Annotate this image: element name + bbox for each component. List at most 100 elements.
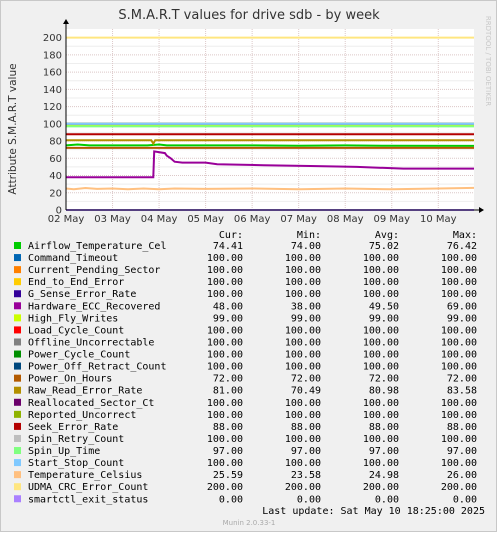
series-line-raw-read-error-rate (66, 139, 474, 146)
x-tick-label: 10 May (420, 214, 457, 225)
plot-area: 0 20 40 60 80 100 120 140 160 180 200 02 May 03 May 0… (43, 19, 484, 225)
series-line-temperature-celsius (65, 186, 475, 191)
legend-swatch-temperature-celsius (14, 471, 21, 479)
legend-avg-raw-read-error-rate: 80.98 (369, 386, 399, 397)
legend-name-high-fly-writes: High_Fly_Writes (28, 313, 118, 324)
series-line-hardware-ecc-recovered (66, 150, 474, 179)
x-tick-label: 03 May (94, 214, 131, 225)
x-tick-label: 04 May (141, 214, 178, 225)
y-tick-label: 180 (43, 50, 62, 61)
legend-min-power-off-retract-count: 100.00 (285, 362, 321, 373)
y-tick-label: 200 (43, 33, 62, 44)
legend-avg-spin-retry-count: 100.00 (363, 434, 399, 445)
legend-cur-power-on-hours: 72.00 (213, 374, 243, 385)
legend-avg-power-cycle-count: 100.00 (363, 350, 399, 361)
legend-swatch-spin-up-time (14, 447, 21, 455)
legend-min-spin-retry-count: 100.00 (285, 434, 321, 445)
x-tick-label: 09 May (373, 214, 410, 225)
legend-swatch-smartctl-exit-status (14, 495, 21, 503)
x-tick-label: 06 May (234, 214, 271, 225)
legend-swatch-reallocated-sector-ct (14, 398, 21, 406)
munin-version: Munin 2.0.33-1 (223, 519, 276, 527)
legend-avg-power-off-retract-count: 100.00 (363, 362, 399, 373)
legend-cur-raw-read-error-rate: 81.00 (213, 386, 243, 397)
legend-max-end-to-end-error: 100.00 (441, 277, 477, 288)
legend-name-spin-retry-count: Spin_Retry_Count (28, 434, 124, 445)
legend-min-offline-uncorrectable: 100.00 (285, 337, 321, 348)
legend-cur-udma-crc-error-count: 200.00 (207, 482, 243, 493)
legend-swatch-raw-read-error-rate (14, 386, 21, 394)
legend-avg-hardware-ecc-recovered: 49.50 (369, 301, 399, 312)
legend-header: Avg: (375, 230, 399, 241)
legend-min-airflow-temperature-cel: 74.00 (291, 241, 321, 252)
legend-cur-current-pending-sector: 100.00 (207, 265, 243, 276)
legend-min-start-stop-count: 100.00 (285, 458, 321, 469)
legend-name-temperature-celsius: Temperature_Celsius (28, 470, 142, 481)
legend-max-reallocated-sector-ct: 100.00 (441, 398, 477, 409)
legend-max-g-sense-error-rate: 100.00 (441, 289, 477, 300)
legend-name-seek-error-rate: Seek_Error_Rate (28, 422, 118, 433)
x-tick-label: 08 May (327, 214, 364, 225)
y-tick-label: 140 (43, 85, 62, 96)
legend-swatch-offline-uncorrectable (14, 338, 21, 346)
legend-name-spin-up-time: Spin_Up_Time (28, 446, 100, 457)
x-tick-label: 02 May (48, 214, 85, 225)
legend-cur-high-fly-writes: 99.00 (213, 313, 243, 324)
legend-name-power-cycle-count: Power_Cycle_Count (28, 350, 130, 361)
legend-name-raw-read-error-rate: Raw_Read_Error_Rate (28, 386, 142, 397)
legend-avg-start-stop-count: 100.00 (363, 458, 399, 469)
legend-avg-temperature-celsius: 24.98 (369, 470, 399, 481)
legend-name-power-off-retract-count: Power_Off_Retract_Count (28, 362, 166, 373)
plot-background (66, 29, 474, 210)
legend-max-load-cycle-count: 100.00 (441, 325, 477, 336)
legend-min-raw-read-error-rate: 70.49 (291, 386, 321, 397)
legend-name-udma-crc-error-count: UDMA_CRC_Error_Count (28, 482, 148, 493)
x-tick-label: 07 May (280, 214, 317, 225)
legend-name-offline-uncorrectable: Offline_Uncorrectable (28, 337, 154, 348)
legend-max-high-fly-writes: 99.00 (447, 313, 477, 324)
legend-cur-g-sense-error-rate: 100.00 (207, 289, 243, 300)
legend-swatch-command-timeout (14, 254, 21, 262)
y-axis-label: Attribute S.M.A.R.T value (7, 63, 19, 194)
legend-swatch-seek-error-rate (14, 422, 21, 430)
legend-avg-command-timeout: 100.00 (363, 253, 399, 264)
legend-max-temperature-celsius: 26.00 (447, 470, 477, 481)
legend-swatch-power-off-retract-count (14, 362, 21, 370)
legend-min-seek-error-rate: 88.00 (291, 422, 321, 433)
legend-name-power-on-hours: Power_On_Hours (28, 374, 112, 385)
legend-min-g-sense-error-rate: 100.00 (285, 289, 321, 300)
legend-min-reallocated-sector-ct: 100.00 (285, 398, 321, 409)
legend-name-start-stop-count: Start_Stop_Count (28, 458, 124, 469)
legend-name-g-sense-error-rate: G_Sense_Error_Rate (28, 289, 136, 300)
legend-avg-end-to-end-error: 100.00 (363, 277, 399, 288)
legend-swatch-load-cycle-count (14, 326, 21, 334)
legend: Cur: Min: Avg: Max: Airflow_Temperature_Cel 7… (14, 230, 477, 505)
legend-swatch-spin-retry-count (14, 434, 21, 442)
legend-min-power-cycle-count: 100.00 (285, 350, 321, 361)
series-line-airflow-temperature-cel (65, 143, 475, 147)
legend-swatch-power-on-hours (14, 374, 21, 382)
legend-max-power-off-retract-count: 100.00 (441, 362, 477, 373)
legend-avg-spin-up-time: 97.00 (369, 446, 399, 457)
legend-max-reported-uncorrect: 100.00 (441, 410, 477, 421)
legend-swatch-udma-crc-error-count (14, 483, 21, 491)
legend-max-hardware-ecc-recovered: 69.00 (447, 301, 477, 312)
legend-avg-airflow-temperature-cel: 75.02 (369, 241, 399, 252)
legend-cur-load-cycle-count: 100.00 (207, 325, 243, 336)
legend-min-reported-uncorrect: 100.00 (285, 410, 321, 421)
legend-avg-current-pending-sector: 100.00 (363, 265, 399, 276)
legend-min-smartctl-exit-status: 0.00 (297, 494, 321, 505)
y-tick-label: 0 (56, 206, 62, 217)
legend-name-end-to-end-error: End_to_End_Error (28, 277, 124, 288)
legend-swatch-end-to-end-error (14, 278, 21, 286)
legend-max-power-cycle-count: 100.00 (441, 350, 477, 361)
y-tick-label: 60 (49, 154, 62, 165)
legend-max-smartctl-exit-status: 0.00 (453, 494, 477, 505)
legend-name-airflow-temperature-cel: Airflow_Temperature_Cel (28, 241, 166, 252)
legend-header: Min: (297, 230, 321, 241)
legend-min-spin-up-time: 97.00 (291, 446, 321, 457)
legend-avg-udma-crc-error-count: 200.00 (363, 482, 399, 493)
legend-min-command-timeout: 100.00 (285, 253, 321, 264)
